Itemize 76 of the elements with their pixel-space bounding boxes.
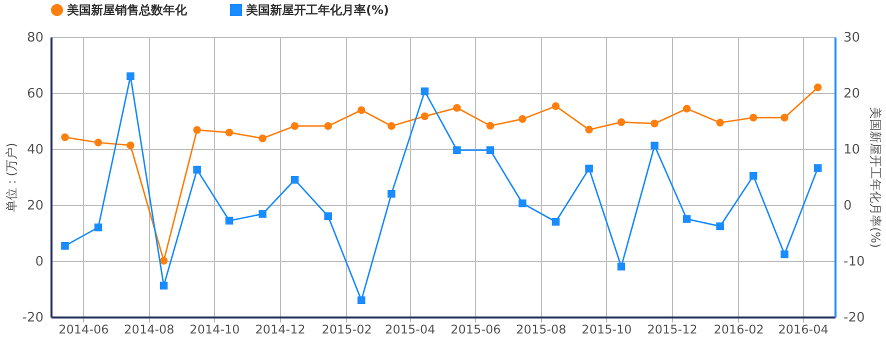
point [420, 87, 429, 96]
legend-label: 美国新屋开工年化月率(%) [245, 3, 389, 17]
y2-axis-title: 美国新屋开工年化月率(%) [868, 107, 883, 248]
point [258, 210, 266, 218]
point [617, 262, 626, 270]
y2-tick-label: -10 [844, 254, 865, 270]
x-tick-label: 2016-02 [714, 322, 764, 336]
point [682, 215, 691, 223]
point [420, 112, 429, 120]
y2-tick-label: 20 [844, 86, 860, 102]
point [290, 176, 299, 184]
point [358, 106, 366, 114]
point [94, 138, 102, 146]
y-tick-label: -20 [22, 310, 44, 326]
y-tick-label: 60 [26, 86, 44, 102]
point [518, 115, 526, 123]
point [750, 172, 758, 180]
point [682, 104, 691, 113]
point [780, 114, 788, 122]
y2-tick-label: 30 [844, 30, 860, 46]
x-tick-label: 2015-10 [582, 322, 632, 336]
point [486, 146, 494, 154]
point [750, 114, 758, 122]
point [290, 122, 299, 130]
point [552, 218, 560, 226]
x-tick-label: 2014-06 [58, 322, 109, 336]
x-tick-label: 2015-06 [450, 322, 501, 336]
point [225, 128, 234, 136]
point [324, 212, 332, 220]
point [453, 104, 461, 112]
point [358, 296, 366, 304]
y-tick-label: 20 [26, 198, 44, 214]
y-axis-title: 单位：(万户) [4, 142, 18, 212]
point [552, 102, 560, 110]
x-tick-label: 2015-08 [516, 322, 566, 336]
point [324, 122, 332, 130]
point [193, 166, 201, 174]
point [716, 222, 724, 230]
point [126, 72, 134, 80]
point [585, 126, 593, 134]
y-tick-label: 40 [26, 142, 44, 158]
x-tick-label: 2015-04 [385, 322, 436, 336]
y2-tick-label: -20 [844, 310, 865, 326]
x-tick-label: 2014-08 [124, 322, 174, 336]
point [258, 134, 266, 142]
x-tick-label: 2014-12 [255, 322, 306, 336]
point [388, 122, 396, 130]
point [486, 122, 494, 130]
point [160, 256, 168, 265]
y-tick-label: 80 [26, 30, 44, 46]
point [160, 282, 168, 290]
point [650, 142, 658, 150]
legend-label: 美国新屋销售总数年化 [66, 3, 188, 17]
y2-tick-label: 0 [844, 198, 852, 214]
point [126, 141, 134, 150]
point [388, 190, 396, 198]
point [617, 118, 626, 126]
point [650, 120, 658, 128]
point [453, 146, 461, 154]
x-tick-label: 2016-04 [778, 322, 828, 336]
point [585, 164, 593, 172]
point [780, 250, 788, 258]
point [518, 199, 526, 208]
point [61, 242, 69, 250]
point [225, 216, 234, 225]
x-tick-label: 2015-12 [647, 322, 698, 336]
y-tick-label: 0 [35, 254, 44, 270]
point [61, 133, 69, 142]
x-tick-label: 2014-10 [190, 322, 240, 336]
point [716, 118, 724, 127]
y2-tick-label: 10 [844, 142, 860, 158]
point [814, 164, 822, 172]
point [193, 126, 201, 134]
x-tick-label: 2015-02 [322, 322, 372, 336]
point [94, 224, 102, 232]
point [814, 84, 822, 92]
